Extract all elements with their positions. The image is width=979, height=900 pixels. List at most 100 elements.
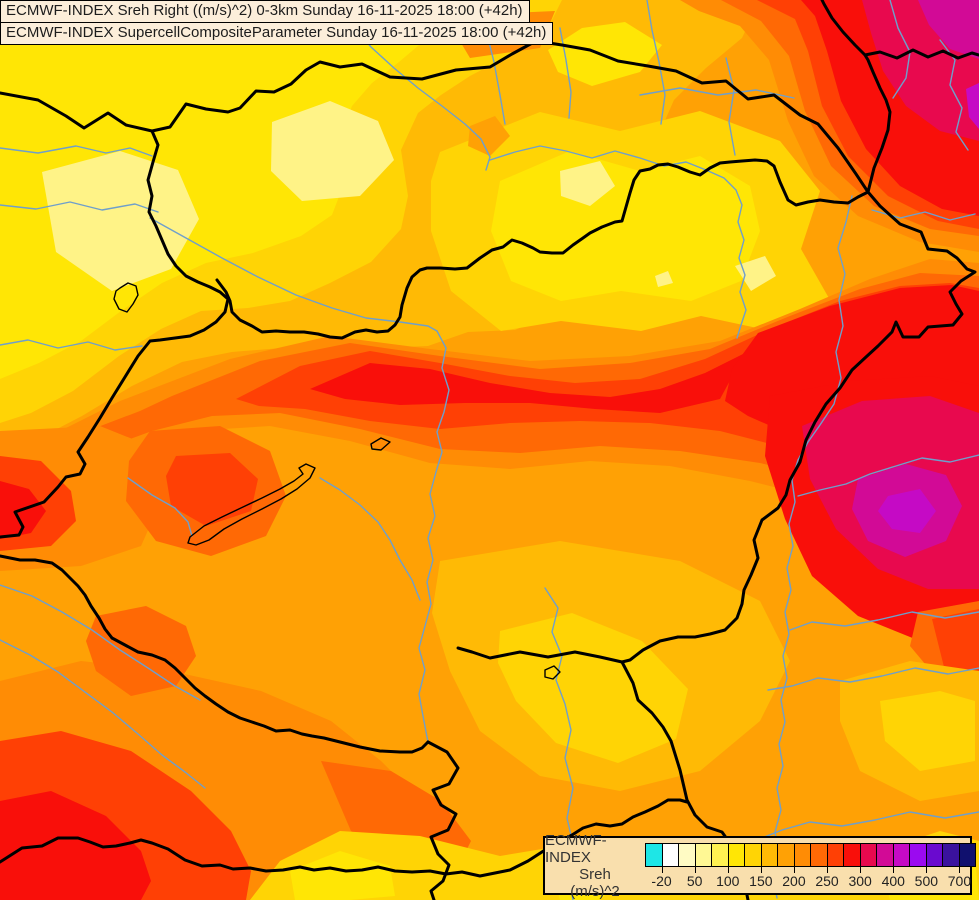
country-border-path [863,48,979,60]
map-title-box: ECMWF-INDEX Sreh Right ((m/s)^2) 0-3km S… [0,0,554,45]
legend-tick [959,867,961,873]
contour-region [310,353,745,413]
legend-swatch [761,844,778,866]
legend-tick [893,867,895,873]
legend-tick [694,867,696,873]
legend-tick-label: 150 [749,873,773,889]
river-path [725,57,736,156]
legend-tick-label: 250 [815,873,839,889]
legend-tick [926,867,928,873]
lake-velence-outline [370,437,391,451]
contour-region [735,256,776,291]
river-path [489,145,747,339]
legend-swatch [662,844,679,866]
legend-label-line2: Sreh [579,865,611,883]
legend-swatch [794,844,811,866]
lake-ferto-outline [113,282,139,313]
contour-region [166,453,258,526]
river-path [0,145,153,157]
river-path [0,339,143,351]
river-path [639,87,795,99]
contour-region [0,791,151,900]
contour-region [290,851,395,900]
country-border-path [820,0,892,194]
contour-region [560,161,615,206]
contour-region [548,22,662,86]
legend-tick [827,867,829,873]
contour-region [918,0,979,59]
country-border-path [0,39,870,194]
legend-swatch [959,844,975,866]
legend-tick-label: 200 [782,873,806,889]
legend-swatch-bar [645,843,976,867]
river-path [789,611,979,631]
legend-swatch [860,844,877,866]
contour-region [42,151,199,291]
country-border-path [0,798,689,878]
legend-tick-label: -20 [651,873,672,889]
river-path [761,811,979,839]
river-path [0,584,201,701]
legend-swatch [695,844,712,866]
lake-balaton-outline [187,463,316,546]
legend-swatch [745,844,762,866]
contour-region [655,271,673,287]
contour-region [878,489,936,533]
legend-tick-label: 700 [947,873,972,889]
contour-region [271,101,394,201]
legend-swatch [728,844,745,866]
country-border-path [215,158,870,340]
contour-region [491,151,760,301]
legend-tick [793,867,795,873]
country-border-path [0,129,230,539]
country-border-path [0,554,114,640]
country-border-path [426,740,460,900]
contour-region [880,691,975,771]
map-title-line1: ECMWF-INDEX Sreh Right ((m/s)^2) 0-3km S… [0,0,530,23]
river-path [797,454,979,497]
legend-swatch [778,844,795,866]
river-path [772,195,853,899]
river-path [0,639,206,789]
legend-swatch [712,844,729,866]
legend-tick-label: 400 [881,873,905,889]
country-border-path [456,190,977,664]
legend-label-line1: ECMWF-INDEX [545,831,607,866]
river-path [767,667,979,691]
legend-label: ECMWF-INDEX Sreh (m/s)^2 [545,832,645,900]
river-path [0,201,159,213]
lakes-group [113,282,561,680]
contour-region [468,116,510,156]
river-path [319,477,421,601]
map-title-line2: ECMWF-INDEX SupercellCompositeParameter … [0,22,554,45]
legend-tick [727,867,729,873]
river-path [418,330,450,743]
country-border-path [110,636,430,754]
legend-swatch [943,844,960,866]
legend-swatch [844,844,861,866]
legend-tick-label: 500 [914,873,939,889]
legend-swatch [679,844,696,866]
legend-swatch [926,844,943,866]
river-path [646,0,666,125]
legend-swatch [827,844,844,866]
legend-swatch [910,844,927,866]
legend-tick [860,867,862,873]
river-path [127,477,193,537]
legend-tick-label: 300 [848,873,872,889]
river-path [149,217,438,332]
legend-swatch [811,844,828,866]
legend-swatch [646,844,663,866]
contour-region [86,606,196,696]
legend-tick-label: 50 [686,873,703,889]
contour-region [966,83,979,129]
color-scale-legend: ECMWF-INDEX Sreh (m/s)^2 -20 50 100 150 200 2… [543,832,976,900]
legend-swatch [877,844,894,866]
legend-tick-label: 100 [716,873,740,889]
contour-region [932,609,979,683]
legend-tick [760,867,762,873]
legend-tick [661,867,663,873]
